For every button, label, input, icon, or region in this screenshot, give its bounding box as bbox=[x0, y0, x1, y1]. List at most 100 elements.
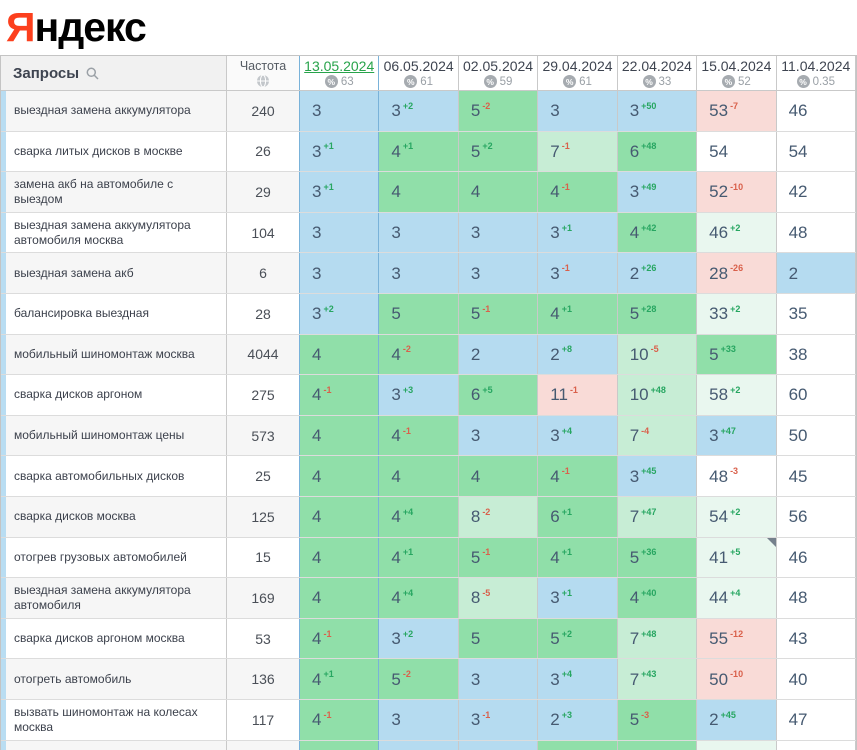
position-cell[interactable]: 5 +33 bbox=[697, 334, 777, 375]
position-cell[interactable]: 4 bbox=[379, 172, 459, 212]
position-cell[interactable]: 5 bbox=[379, 293, 459, 334]
date-column-header[interactable]: 29.04.2024% 61 bbox=[538, 56, 618, 90]
position-cell[interactable]: 41 +5 bbox=[697, 537, 777, 578]
position-cell[interactable]: 4 bbox=[299, 415, 380, 456]
position-cell[interactable]: 56 bbox=[776, 496, 856, 537]
position-cell[interactable]: 3 bbox=[458, 659, 539, 699]
position-cell[interactable]: 6 +48 bbox=[617, 131, 698, 172]
position-cell[interactable]: 4 -2 bbox=[379, 334, 459, 375]
keyword-cell[interactable]: сварка литых дисков в москве bbox=[1, 131, 227, 172]
position-cell[interactable]: 54 bbox=[776, 131, 856, 172]
position-cell[interactable]: 4 bbox=[379, 456, 459, 496]
position-cell[interactable]: 4 +4 bbox=[379, 578, 459, 618]
position-cell[interactable]: 3 -1 bbox=[458, 699, 539, 740]
position-cell[interactable]: 46 bbox=[776, 91, 856, 131]
position-cell[interactable]: 3 bbox=[299, 91, 380, 131]
position-cell[interactable]: 58 +2 bbox=[697, 375, 777, 415]
position-cell[interactable]: 7 +48 bbox=[617, 618, 698, 659]
position-cell[interactable]: 4 bbox=[299, 578, 380, 618]
position-cell[interactable]: 38 bbox=[776, 334, 856, 375]
date-link[interactable]: 06.05.2024 bbox=[383, 58, 454, 74]
position-cell[interactable]: 5 -2 bbox=[458, 91, 539, 131]
date-link[interactable]: 15.04.2024 bbox=[701, 58, 772, 74]
position-cell[interactable]: 2 +45 bbox=[697, 699, 777, 740]
position-cell[interactable]: 40 bbox=[776, 659, 856, 699]
position-cell[interactable]: 3 +1 bbox=[538, 212, 618, 253]
position-cell[interactable]: 7 +47 bbox=[617, 496, 698, 537]
position-cell[interactable]: 3 +1 bbox=[538, 578, 618, 618]
keyword-cell[interactable]: мобильный шиномонтаж москва bbox=[1, 334, 227, 375]
position-cell[interactable]: 60 bbox=[776, 375, 856, 415]
position-cell[interactable]: 52 -10 bbox=[697, 172, 777, 212]
date-link[interactable]: 02.05.2024 bbox=[463, 58, 534, 74]
keyword-cell[interactable]: сварка дисков аргоном bbox=[1, 375, 227, 415]
position-cell[interactable]: 3 bbox=[379, 253, 459, 293]
position-cell[interactable]: 3 +2 bbox=[299, 293, 380, 334]
position-cell[interactable]: 3 +4 bbox=[538, 659, 618, 699]
position-cell[interactable]: 6 +5 bbox=[458, 375, 539, 415]
position-cell[interactable]: 3 +4 bbox=[538, 415, 618, 456]
position-cell[interactable]: 3 bbox=[379, 212, 459, 253]
position-cell[interactable]: 4 bbox=[458, 456, 539, 496]
position-cell[interactable]: 4 bbox=[299, 537, 380, 578]
position-cell[interactable]: 3 bbox=[538, 91, 618, 131]
date-column-header[interactable]: 02.05.2024% 59 bbox=[458, 56, 539, 90]
position-cell[interactable]: 2 +26 bbox=[617, 253, 698, 293]
frequency-column-header[interactable]: Частота bbox=[227, 56, 300, 90]
position-cell[interactable]: 43 bbox=[776, 618, 856, 659]
position-cell[interactable]: 5 bbox=[458, 618, 539, 659]
position-cell[interactable]: 54 bbox=[697, 131, 777, 172]
position-cell[interactable]: 4 -1 bbox=[379, 415, 459, 456]
position-cell[interactable]: 2 bbox=[776, 253, 856, 293]
position-cell[interactable]: 8 -5 bbox=[458, 578, 539, 618]
position-cell[interactable]: 11 -1 bbox=[538, 375, 618, 415]
date-link[interactable]: 11.04.2024 bbox=[781, 58, 851, 74]
position-cell[interactable]: 3 +50 bbox=[617, 91, 698, 131]
position-cell[interactable]: 4 +1 bbox=[538, 293, 618, 334]
position-cell[interactable]: 5 -3 bbox=[617, 699, 698, 740]
keyword-cell[interactable]: выездная замена аккумулятора bbox=[1, 91, 227, 131]
position-cell[interactable]: 45 bbox=[776, 456, 856, 496]
date-link[interactable]: 13.05.2024 bbox=[304, 58, 375, 74]
position-cell[interactable]: 28 -26 bbox=[697, 253, 777, 293]
position-cell[interactable]: 3 +1 bbox=[299, 172, 380, 212]
keyword-cell[interactable]: балансировка выездная bbox=[1, 293, 227, 334]
position-cell[interactable]: 3 +49 bbox=[617, 172, 698, 212]
position-cell[interactable]: 10 +48 bbox=[617, 375, 698, 415]
position-cell[interactable]: 4 -1 bbox=[299, 618, 380, 659]
position-cell[interactable]: 46 +2 bbox=[697, 212, 777, 253]
date-column-header[interactable]: 11.04.2024% 0.35 bbox=[776, 56, 856, 90]
position-cell[interactable]: 4 bbox=[458, 172, 539, 212]
position-cell[interactable]: 7 +43 bbox=[617, 659, 698, 699]
date-column-header[interactable]: 22.04.2024% 33 bbox=[617, 56, 698, 90]
position-cell[interactable]: 46 bbox=[776, 537, 856, 578]
keyword-cell[interactable]: сварка автомобильных дисков bbox=[1, 456, 227, 496]
keyword-cell[interactable]: замена акб на автомобиле с выездом bbox=[1, 172, 227, 212]
position-cell[interactable]: 3 -1 bbox=[538, 253, 618, 293]
keyword-cell[interactable]: мобильный шиномонтаж цены bbox=[1, 415, 227, 456]
position-cell[interactable]: 4 -1 bbox=[538, 456, 618, 496]
position-cell[interactable]: 4 bbox=[299, 334, 380, 375]
position-cell[interactable]: 3 +1 bbox=[299, 131, 380, 172]
position-cell[interactable]: 3 bbox=[299, 253, 380, 293]
position-cell[interactable]: 4 +1 bbox=[379, 537, 459, 578]
date-link[interactable]: 29.04.2024 bbox=[542, 58, 613, 74]
position-cell[interactable]: 7 -4 bbox=[617, 415, 698, 456]
position-cell[interactable]: 5 -2 bbox=[379, 659, 459, 699]
position-cell[interactable]: 8 -2 bbox=[458, 496, 539, 537]
position-cell[interactable]: 55 -12 bbox=[697, 618, 777, 659]
position-cell[interactable]: 3 bbox=[458, 415, 539, 456]
position-cell[interactable]: 3 bbox=[299, 212, 380, 253]
position-cell[interactable]: 48 -3 bbox=[697, 456, 777, 496]
position-cell[interactable]: 44 +4 bbox=[697, 578, 777, 618]
position-cell[interactable]: 4 -1 bbox=[538, 172, 618, 212]
position-cell[interactable]: 6 +1 bbox=[538, 496, 618, 537]
position-cell[interactable]: 4 -1 bbox=[299, 375, 380, 415]
date-column-header[interactable]: 13.05.2024% 63 bbox=[299, 56, 380, 90]
position-cell[interactable]: 7 -1 bbox=[538, 131, 618, 172]
position-cell[interactable]: 35 bbox=[776, 293, 856, 334]
position-cell[interactable]: 4 +1 bbox=[299, 659, 380, 699]
search-icon[interactable] bbox=[86, 67, 99, 80]
position-cell[interactable]: 3 bbox=[458, 253, 539, 293]
date-column-header[interactable]: 06.05.2024% 61 bbox=[379, 56, 459, 90]
